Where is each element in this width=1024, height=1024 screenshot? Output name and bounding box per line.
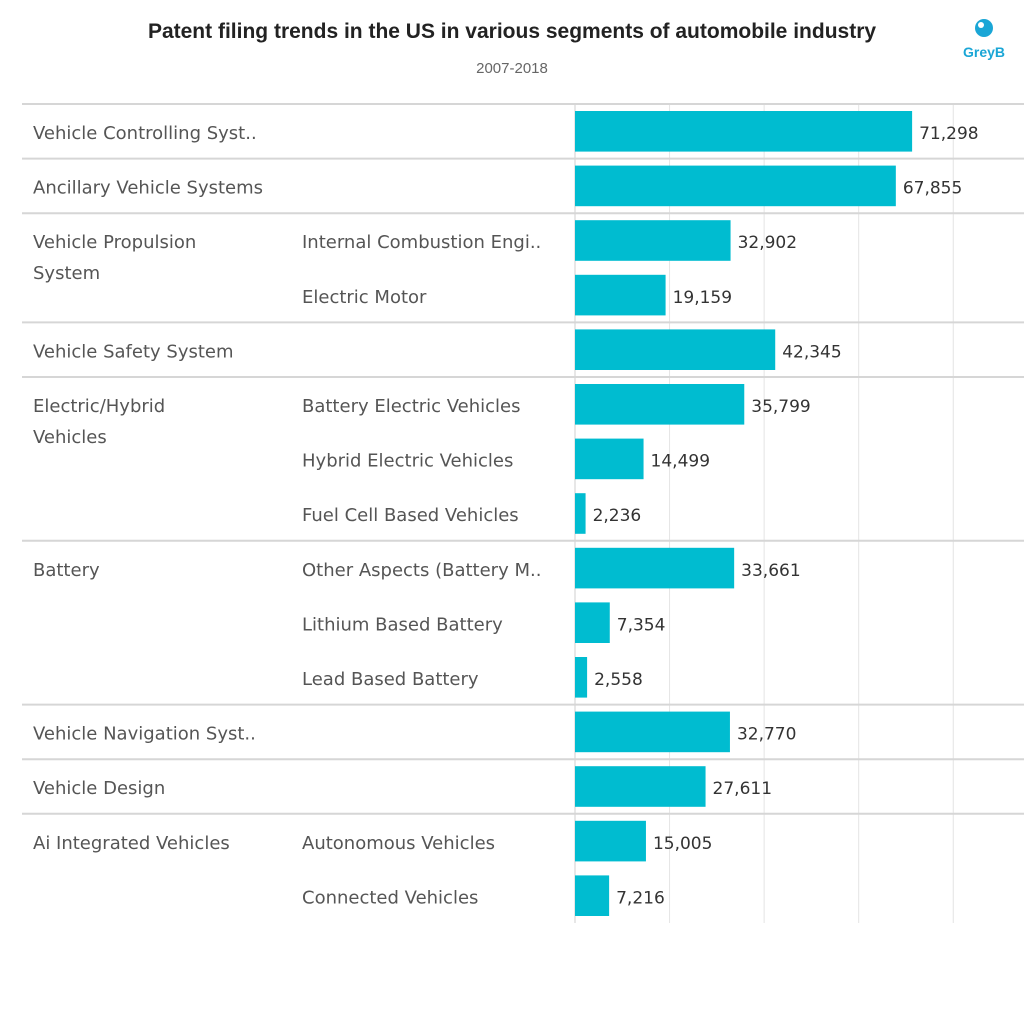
chart-title: Patent filing trends in the US in variou… <box>147 20 877 43</box>
greyb-logo-text: GreyB <box>962 44 1006 60</box>
value-label: 2,558 <box>594 670 643 690</box>
subgroup-label: Other Aspects (Battery M.. <box>302 560 541 581</box>
bar <box>575 329 776 370</box>
group-label: Vehicle Safety System <box>33 341 234 362</box>
value-label: 32,770 <box>737 725 796 745</box>
bar <box>575 274 666 316</box>
greyb-logo-icon <box>975 19 993 37</box>
group-label: Ancillary Vehicle Systems <box>33 178 263 199</box>
value-label: 42,345 <box>782 342 841 362</box>
group-label: Ai Integrated Vehicles <box>33 833 230 854</box>
group-label: Vehicle Design <box>33 778 165 799</box>
value-label: 35,799 <box>751 397 810 417</box>
subgroup-label: Autonomous Vehicles <box>302 833 495 854</box>
bar <box>575 875 610 916</box>
greyb-logo: GreyB <box>952 12 1016 62</box>
value-label: 27,611 <box>713 779 772 799</box>
value-label: 32,902 <box>738 233 797 253</box>
group-label: Vehicle Propulsion <box>33 232 196 253</box>
group-label: Vehicle Controlling Syst.. <box>33 123 257 144</box>
bar <box>575 220 731 261</box>
bar <box>575 820 646 862</box>
bar <box>575 711 730 753</box>
subgroup-label: Connected Vehicles <box>302 887 478 908</box>
subgroup-label: Lead Based Battery <box>302 669 479 690</box>
value-label: 71,298 <box>919 124 978 144</box>
value-label: 19,159 <box>673 288 732 308</box>
bar <box>575 111 913 152</box>
value-label: 7,216 <box>616 888 665 908</box>
bar <box>575 438 644 480</box>
bar <box>575 384 745 425</box>
value-label: 7,354 <box>617 615 666 635</box>
value-label: 33,661 <box>741 561 800 581</box>
group-label: Electric/Hybrid <box>33 396 165 417</box>
bar <box>575 165 896 207</box>
value-label: 15,005 <box>653 834 712 854</box>
group-label: Battery <box>33 560 100 581</box>
chart-subtitle: 2007-2018 <box>476 60 548 77</box>
subgroup-label: Fuel Cell Based Vehicles <box>302 505 519 526</box>
group-label: System <box>33 263 100 284</box>
bar <box>575 493 586 534</box>
subgroup-label: Internal Combustion Engi.. <box>302 232 541 253</box>
subgroup-label: Electric Motor <box>302 287 427 308</box>
bar <box>575 547 735 589</box>
group-label: Vehicle Navigation Syst.. <box>33 724 256 745</box>
bar <box>575 766 706 807</box>
subgroup-label: Hybrid Electric Vehicles <box>302 451 513 472</box>
value-label: 2,236 <box>593 506 642 526</box>
bar <box>575 602 610 643</box>
value-label: 67,855 <box>903 179 962 199</box>
subgroup-label: Lithium Based Battery <box>302 614 503 635</box>
value-label: 14,499 <box>651 452 710 472</box>
group-label: Vehicles <box>33 427 107 448</box>
subgroup-label: Battery Electric Vehicles <box>302 396 521 417</box>
bar <box>575 657 588 698</box>
